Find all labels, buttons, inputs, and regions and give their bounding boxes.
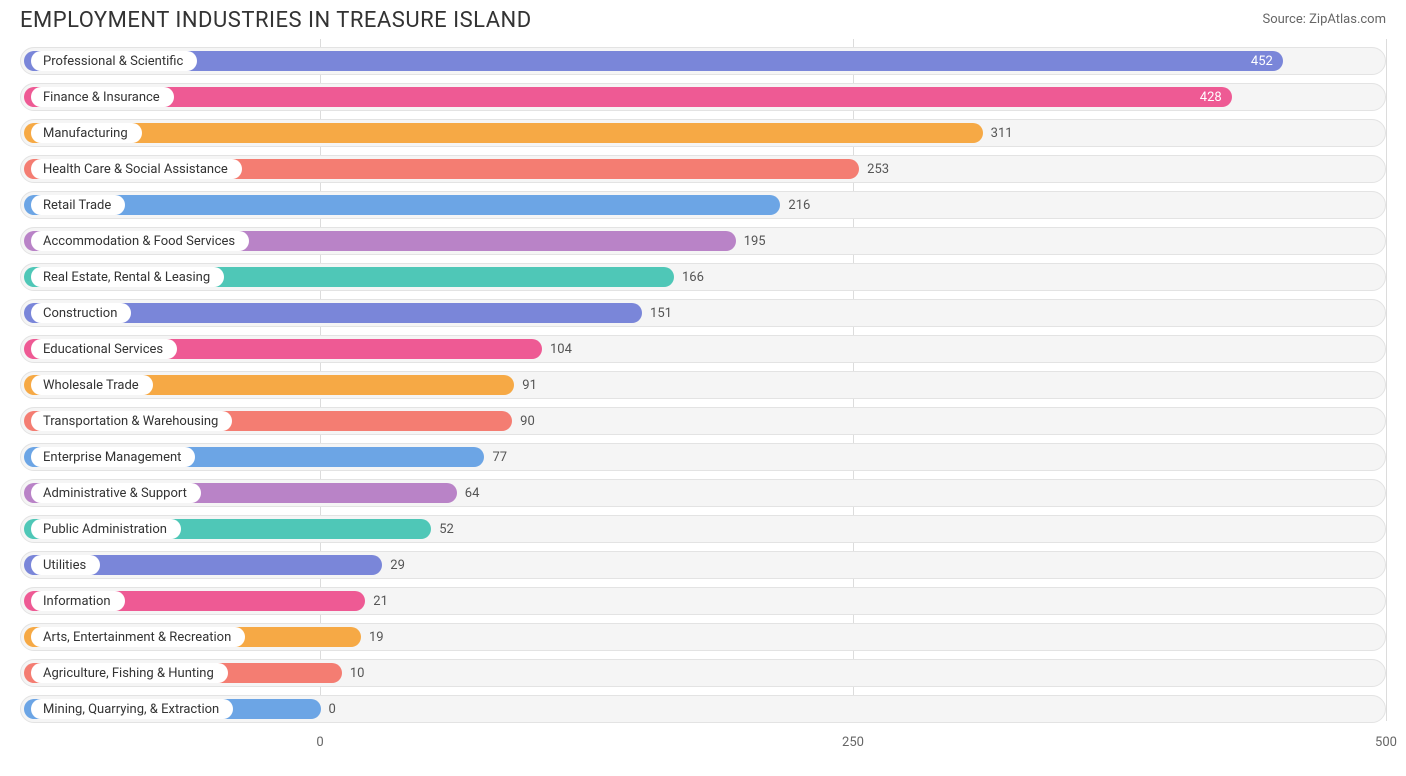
bar-label: Utilities: [31, 555, 100, 575]
bar-value: 90: [520, 411, 535, 431]
bar-label-wrap: Finance & Insurance: [25, 87, 174, 107]
bar-label: Manufacturing: [31, 123, 142, 143]
bar-row: 64 Administrative & Support: [20, 479, 1386, 507]
bar-label: Mining, Quarrying, & Extraction: [31, 699, 233, 719]
bar-label: Construction: [31, 303, 131, 323]
axis-tick: 500: [1375, 735, 1397, 750]
bar-label-wrap: Utilities: [25, 555, 100, 575]
bar-value: 52: [439, 519, 454, 539]
bar-row: 90 Transportation & Warehousing: [20, 407, 1386, 435]
bar-label-wrap: Retail Trade: [25, 195, 125, 215]
bar-row: 428 Finance & Insurance: [20, 83, 1386, 111]
bar-label: Administrative & Support: [31, 483, 201, 503]
bar-row: 166 Real Estate, Rental & Leasing: [20, 263, 1386, 291]
bar-label-wrap: Health Care & Social Assistance: [25, 159, 242, 179]
bar-value: 0: [329, 699, 336, 719]
bar-row: 29 Utilities: [20, 551, 1386, 579]
bar-row: 52 Public Administration: [20, 515, 1386, 543]
bar-row: 195 Accommodation & Food Services: [20, 227, 1386, 255]
bar-value: 21: [373, 591, 388, 611]
bar-value: 64: [465, 483, 480, 503]
bar-value: 151: [650, 303, 672, 323]
bar-fill: 428: [24, 87, 1232, 107]
bar-label-wrap: Transportation & Warehousing: [25, 411, 232, 431]
bar-row: 0 Mining, Quarrying, & Extraction: [20, 695, 1386, 723]
bar-value: 216: [788, 195, 810, 215]
bar-label: Accommodation & Food Services: [31, 231, 249, 251]
bar-label: Information: [31, 591, 125, 611]
bar-label-wrap: Public Administration: [25, 519, 181, 539]
bar-label-wrap: Wholesale Trade: [25, 375, 153, 395]
bar-label: Enterprise Management: [31, 447, 195, 467]
bar-value: 452: [1251, 51, 1273, 71]
bar-row: 10 Agriculture, Fishing & Hunting: [20, 659, 1386, 687]
axis-tick: 250: [842, 735, 864, 750]
bar-label: Health Care & Social Assistance: [31, 159, 242, 179]
bar-row: 311Manufacturing: [20, 119, 1386, 147]
bar-fill: 216: [24, 195, 780, 215]
bar-label: Real Estate, Rental & Leasing: [31, 267, 224, 287]
bar-row: 253 Health Care & Social Assistance: [20, 155, 1386, 183]
bar-row: 21 Information: [20, 587, 1386, 615]
bar-label: Arts, Entertainment & Recreation: [31, 627, 245, 647]
bar-row: 452 Professional & Scientific: [20, 47, 1386, 75]
bar-label: Retail Trade: [31, 195, 125, 215]
bar-fill: 452: [24, 51, 1283, 71]
bar-row: 216Retail Trade: [20, 191, 1386, 219]
bar-label-wrap: Enterprise Management: [25, 447, 195, 467]
bar-label: Educational Services: [31, 339, 177, 359]
bar-value: 10: [350, 663, 365, 683]
bar-label-wrap: Arts, Entertainment & Recreation: [25, 627, 245, 647]
bar-label-wrap: Accommodation & Food Services: [25, 231, 249, 251]
bar-label: Professional & Scientific: [31, 51, 197, 71]
bar-row: 77 Enterprise Management: [20, 443, 1386, 471]
bar-label: Transportation & Warehousing: [31, 411, 232, 431]
bar-label-wrap: Professional & Scientific: [25, 51, 197, 71]
bar-value: 311: [991, 123, 1013, 143]
bar-container: 452 Professional & Scientific 428 Finance &…: [20, 47, 1386, 723]
bar-label: Wholesale Trade: [31, 375, 153, 395]
chart-source: Source: ZipAtlas.com: [1262, 8, 1386, 27]
axis-tick: 0: [316, 735, 323, 750]
bar-label-wrap: Agriculture, Fishing & Hunting: [25, 663, 228, 683]
x-axis: 0250500: [20, 731, 1386, 755]
bar-label-wrap: Manufacturing: [25, 123, 142, 143]
bar-value: 428: [1200, 87, 1222, 107]
bar-value: 91: [522, 375, 537, 395]
bar-fill: 311: [24, 123, 983, 143]
chart-title: EMPLOYMENT INDUSTRIES IN TREASURE ISLAND: [20, 8, 532, 33]
chart-area: 452 Professional & Scientific 428 Finance &…: [0, 39, 1406, 755]
bar-label-wrap: Information: [25, 591, 125, 611]
bar-label-wrap: Administrative & Support: [25, 483, 201, 503]
bar-label-wrap: Educational Services: [25, 339, 177, 359]
bar-row: 91 Wholesale Trade: [20, 371, 1386, 399]
bar-label-wrap: Mining, Quarrying, & Extraction: [25, 699, 233, 719]
bar-value: 166: [682, 267, 704, 287]
bar-value: 195: [744, 231, 766, 251]
bar-row: 151 Construction: [20, 299, 1386, 327]
bar-value: 104: [550, 339, 572, 359]
bar-label-wrap: Real Estate, Rental & Leasing: [25, 267, 224, 287]
bar-label: Finance & Insurance: [31, 87, 174, 107]
bar-label: Public Administration: [31, 519, 181, 539]
bar-row: 19 Arts, Entertainment & Recreation: [20, 623, 1386, 651]
bar-value: 77: [492, 447, 507, 467]
bar-label: Agriculture, Fishing & Hunting: [31, 663, 228, 683]
chart-header: EMPLOYMENT INDUSTRIES IN TREASURE ISLAND…: [0, 0, 1406, 39]
bar-row: 104 Educational Services: [20, 335, 1386, 363]
bar-value: 29: [390, 555, 405, 575]
bar-label-wrap: Construction: [25, 303, 131, 323]
bar-value: 253: [867, 159, 889, 179]
bar-value: 19: [369, 627, 384, 647]
grid-line: [1386, 39, 1387, 721]
